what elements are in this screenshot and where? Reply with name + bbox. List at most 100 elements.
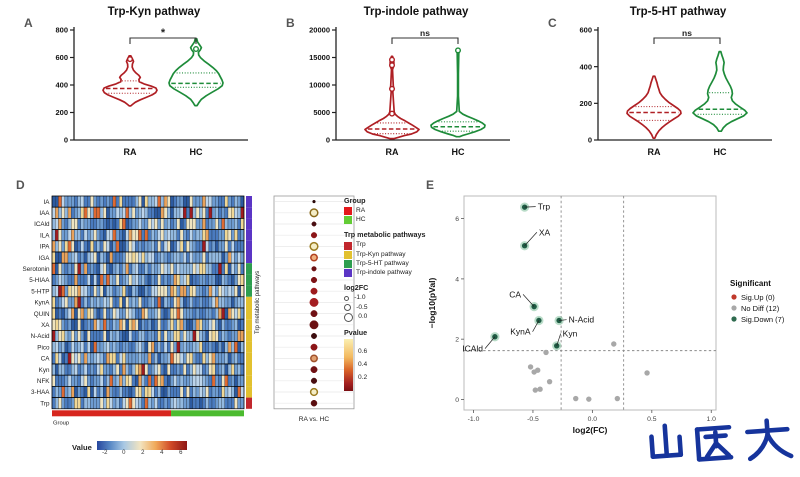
no-diff-point [532,387,539,393]
significance-label: ns [420,28,430,38]
svg-text:1.0: 1.0 [707,416,717,423]
heatmap-row-label: Trp [40,400,50,407]
heatmap-row-label: IGA [39,255,51,262]
panel-volcano: E -1.0 -0.5 0.0 0.5 1.0 0 2 4 6 Trp XA CA KynA N-Acid… [424,176,800,442]
no-diff-point [573,395,579,402]
pathway-strip [246,319,252,331]
fc-dot-IAA [309,208,319,218]
color-swatch-icon [344,269,352,278]
legend-item: -1.0 [344,294,432,302]
category-label: HC [714,147,727,157]
violin-outline-RA [102,54,158,107]
group-bar-hc [171,410,244,417]
legend-item: -0.5 [344,304,432,312]
legend-item-label: RA [356,207,366,214]
pathway-strip [246,196,252,208]
pathway-strip [246,386,252,398]
pvalue-gradient-legend: 0.6 0.4 0.2 [344,339,432,392]
heatmap-row-label: 5-HTP [31,288,49,295]
category-label: HC [190,147,203,157]
violin-outline-HC [430,47,486,138]
significance-bracket [653,37,721,44]
no-diff-point [543,349,549,356]
no-diff-point [586,396,592,402]
no-diff-point [611,341,617,347]
pvalue-tick-label: 0.2 [358,374,368,382]
legend-item-label: Trp-indole pathway [356,269,412,277]
value-tick-label: 0 [122,450,126,456]
pvalue-gradient-bar [344,339,353,392]
significance-label: * [161,27,166,39]
heatmap-row-label: NFK [37,378,50,385]
no-diff-point [546,378,553,385]
significance-bracket [129,37,197,44]
heatmap-row-label: 5-HIAA [29,277,50,284]
outlier-knot [388,110,395,117]
panel-label-b: B [286,16,295,30]
violin-c-title: Trp-5-HT pathway [629,6,727,18]
value-tick-label: -2 [102,450,108,456]
svg-text:-0.5: -0.5 [527,416,539,423]
legend-title: Trp metabolic pathways [344,230,426,240]
heatmap-row-label: ICAld [34,221,50,228]
fc-dot-CA [310,354,318,363]
svg-text:600: 600 [579,26,592,35]
svg-text:5000: 5000 [313,108,330,117]
outlier-knot [388,56,395,63]
heatmap-row-label: 3-HAA [31,389,50,396]
legend-dot-icon [731,305,737,311]
point-label: ICAld [462,344,483,354]
legend-item: Trp-5-HT pathway [344,259,432,269]
plot-border [463,195,717,411]
svg-text:6: 6 [455,216,459,223]
svg-text:0: 0 [588,136,592,145]
fc-dot-ILA [310,232,318,239]
legend-item-label: Trp [356,241,366,249]
sig-down-point-N-Acid [556,317,562,324]
fc-dot-NFK [310,377,318,384]
heatmap-legend: Group RA HC Trp metabolic pathways Trp Trp-Ky… [344,190,432,392]
pathway-strip [246,296,252,308]
category-label: HC [452,147,465,157]
pvalue-ticks: 0.6 0.4 0.2 [358,339,378,391]
svg-text:600: 600 [55,53,68,62]
logo-calligraphy-icon [649,418,794,462]
svg-text:15000: 15000 [309,53,330,62]
value-tick-label: 2 [141,450,145,456]
fc-dot-Kyn [310,366,318,374]
svg-text:400: 400 [579,62,592,71]
heatmap-row-label: IAA [39,210,50,217]
outlier-knot [454,47,461,54]
pathway-strip [246,285,252,297]
svg-text:800: 800 [55,26,68,35]
legend-title: Pvalue [344,328,368,338]
heatmap-row-label: CA [41,356,51,363]
group-bar-label: Group [53,420,69,426]
value-scale-label: Value [72,443,92,452]
legend-item-label: Trp-5-HT pathway [356,259,409,267]
value-tick-label: 6 [179,450,183,456]
fc-dot-5-HIAA [310,276,318,284]
fc-dot-Serotonin [311,266,317,272]
volcano-plot: -1.0 -0.5 0.0 0.5 1.0 0 2 4 6 Trp XA CA KynA N-Acid Ky… [427,195,785,435]
violin-plot-trp-indole: 0 5000 10000 15000 20000 RA HC ns [309,26,510,157]
panel-violin-trp-kyn: A Trp-Kyn pathway 0 200 400 600 800 RA HC * [10,2,268,170]
pathway-strip [246,308,252,320]
violin-outline-RA [364,55,420,140]
legend-item: Trp-indole pathway [344,269,432,278]
violin-plot-trp-5ht: 0 200 400 600 RA HC ns [579,26,772,157]
group-bar-ra [52,410,172,417]
svg-text:20000: 20000 [309,26,330,35]
outlier-knot [388,85,395,92]
pathway-strip [246,364,252,376]
panel-label-c: C [548,16,557,30]
color-swatch-icon [344,216,352,225]
pathway-strip [246,330,252,342]
fc-dot-N-Acid [311,333,317,339]
svg-text:0: 0 [64,136,68,145]
y-axis-label: −log10(pVal) [427,277,437,328]
fc-dot-QUIN [310,310,318,318]
svg-text:2: 2 [455,337,459,344]
fc-dot-3-HAA [309,387,319,397]
